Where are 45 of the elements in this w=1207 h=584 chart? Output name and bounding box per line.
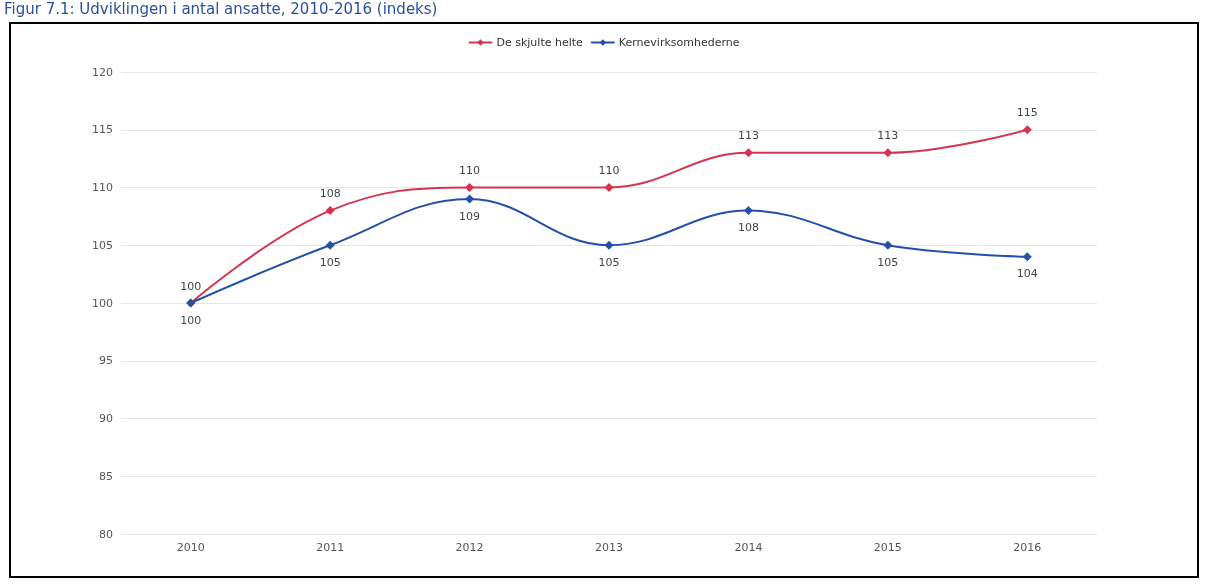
- legend-label: De skjulte helte: [496, 36, 584, 49]
- data-label: 115: [1016, 106, 1038, 120]
- chart-title: Figur 7.1: Udviklingen i antal ansatte, 2010-2016 (indeks): [4, 0, 438, 18]
- y-tick-label: 110: [92, 181, 113, 194]
- point: [465, 194, 475, 204]
- data-label: 104: [1016, 267, 1038, 281]
- point: [883, 148, 893, 158]
- data-label: 100: [180, 313, 202, 327]
- data-label: 109: [459, 209, 481, 223]
- data-label: 113: [737, 129, 759, 143]
- point: [1022, 125, 1032, 135]
- x-tick-label: 2016: [1013, 541, 1042, 554]
- y-tick-label: 95: [99, 354, 113, 368]
- point: [325, 206, 335, 216]
- y-tick-label: 80: [99, 527, 113, 541]
- y-tick-label: 90: [99, 412, 113, 425]
- x-tick-label: 2015: [873, 541, 902, 554]
- legend-label: Kernevirksomhederne: [618, 36, 740, 49]
- point: [604, 240, 614, 250]
- data-label: 110: [598, 164, 620, 177]
- y-tick-label: 105: [92, 238, 113, 252]
- point: [604, 183, 614, 192]
- data-label: 105: [319, 255, 341, 269]
- x-tick-label: 2014: [734, 541, 763, 554]
- data-label: 108: [319, 187, 341, 201]
- point: [465, 183, 475, 192]
- point: [325, 240, 335, 250]
- point: [883, 240, 893, 250]
- data-label: 105: [877, 255, 899, 269]
- x-tick-label: 2012: [455, 541, 484, 554]
- data-label: 110: [459, 164, 481, 177]
- x-tick-label: 2013: [595, 541, 623, 554]
- point: [743, 148, 753, 158]
- point: [1022, 252, 1032, 262]
- data-label: 105: [598, 255, 620, 269]
- y-tick-label: 85: [99, 469, 113, 483]
- x-tick-label: 2010: [176, 541, 205, 554]
- data-label: 108: [737, 221, 759, 235]
- y-tick-label: 100: [92, 296, 113, 310]
- x-tick-label: 2011: [316, 541, 345, 554]
- y-tick-label: 120: [92, 65, 113, 79]
- data-label: 100: [180, 279, 202, 293]
- point: [743, 206, 753, 216]
- data-label: 113: [877, 129, 899, 143]
- y-tick-label: 115: [92, 123, 113, 137]
